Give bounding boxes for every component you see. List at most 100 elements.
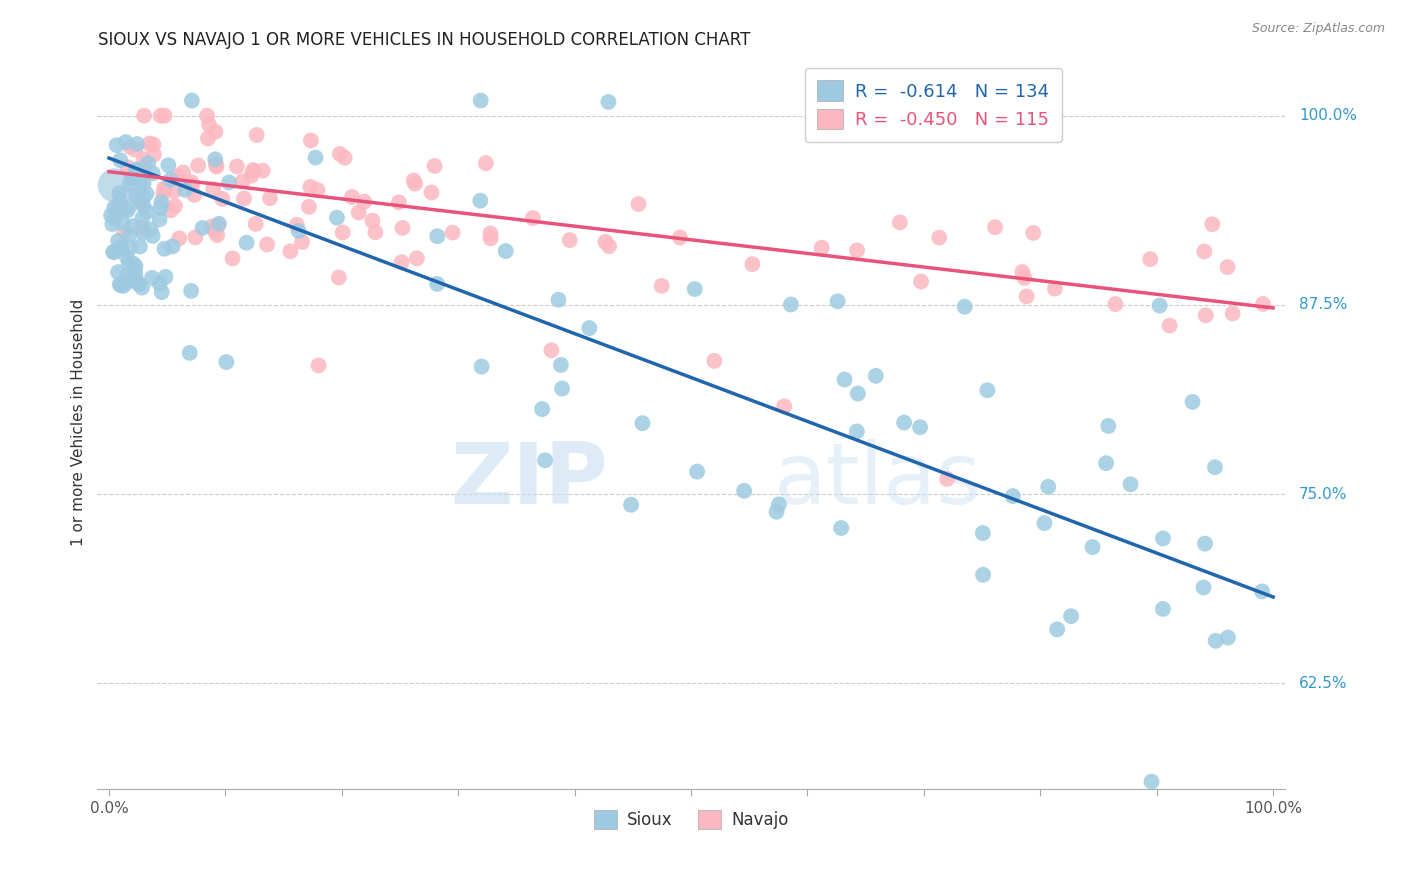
- Point: [598, 95, 620, 109]
- Point: [111, 202, 134, 217]
- Text: 87.5%: 87.5%: [1299, 297, 1347, 312]
- Point: [162, 239, 184, 253]
- Point: [101, 217, 124, 231]
- Point: [827, 294, 849, 309]
- Point: [114, 135, 136, 149]
- Point: [159, 173, 181, 187]
- Point: [1205, 633, 1227, 648]
- Point: [124, 263, 146, 277]
- Point: [928, 230, 950, 244]
- Point: [132, 176, 155, 190]
- Point: [124, 188, 146, 202]
- Point: [426, 229, 449, 244]
- Point: [166, 169, 188, 184]
- Point: [1195, 309, 1218, 323]
- Point: [103, 245, 125, 260]
- Point: [138, 136, 160, 151]
- Point: [976, 383, 998, 397]
- Point: [107, 265, 129, 279]
- Point: [1149, 299, 1171, 313]
- Point: [391, 221, 413, 235]
- Point: [142, 166, 165, 180]
- Point: [620, 498, 643, 512]
- Point: [150, 285, 173, 300]
- Point: [107, 234, 129, 248]
- Point: [124, 259, 146, 273]
- Point: [105, 138, 128, 153]
- Point: [128, 277, 150, 291]
- Point: [142, 137, 165, 152]
- Point: [470, 94, 492, 108]
- Point: [180, 94, 202, 108]
- Point: [131, 211, 153, 225]
- Point: [910, 275, 932, 289]
- Point: [110, 153, 132, 168]
- Point: [1022, 226, 1045, 240]
- Point: [127, 189, 149, 203]
- Point: [169, 231, 191, 245]
- Point: [550, 358, 572, 372]
- Point: [149, 201, 172, 215]
- Point: [364, 225, 387, 239]
- Point: [115, 268, 138, 283]
- Point: [149, 277, 172, 291]
- Point: [242, 163, 264, 178]
- Point: [110, 242, 132, 256]
- Point: [205, 158, 228, 172]
- Point: [1251, 584, 1274, 599]
- Text: 100.0%: 100.0%: [1299, 108, 1357, 123]
- Point: [768, 497, 790, 511]
- Point: [118, 178, 141, 192]
- Point: [110, 240, 132, 254]
- Point: [1216, 260, 1239, 274]
- Point: [340, 190, 363, 204]
- Point: [197, 131, 219, 145]
- Point: [936, 472, 959, 486]
- Point: [233, 192, 256, 206]
- Point: [111, 216, 134, 230]
- Point: [1194, 244, 1216, 259]
- Point: [211, 192, 233, 206]
- Point: [404, 177, 426, 191]
- Point: [1222, 306, 1244, 320]
- Point: [353, 194, 375, 209]
- Point: [215, 355, 238, 369]
- Point: [153, 182, 176, 196]
- Point: [128, 168, 150, 182]
- Point: [479, 227, 502, 241]
- Point: [534, 453, 557, 467]
- Text: 62.5%: 62.5%: [1299, 676, 1347, 690]
- Point: [245, 217, 267, 231]
- Point: [551, 382, 574, 396]
- Point: [471, 359, 494, 374]
- Point: [291, 235, 314, 249]
- Point: [1152, 532, 1174, 546]
- Point: [479, 231, 502, 245]
- Point: [547, 293, 569, 307]
- Point: [845, 425, 868, 439]
- Point: [153, 181, 176, 195]
- Point: [117, 161, 139, 175]
- Point: [155, 269, 177, 284]
- Point: [388, 195, 411, 210]
- Point: [157, 158, 180, 172]
- Point: [307, 183, 329, 197]
- Point: [118, 256, 141, 270]
- Point: [531, 402, 554, 417]
- Point: [124, 143, 146, 157]
- Point: [285, 218, 308, 232]
- Point: [221, 252, 243, 266]
- Point: [972, 526, 994, 541]
- Point: [426, 277, 449, 291]
- Point: [136, 156, 159, 170]
- Point: [112, 279, 135, 293]
- Point: [540, 343, 562, 358]
- Point: [132, 190, 155, 204]
- Point: [1011, 265, 1033, 279]
- Point: [125, 136, 148, 151]
- Point: [110, 278, 132, 293]
- Point: [187, 159, 209, 173]
- Point: [125, 163, 148, 178]
- Point: [115, 275, 138, 289]
- Point: [578, 321, 600, 335]
